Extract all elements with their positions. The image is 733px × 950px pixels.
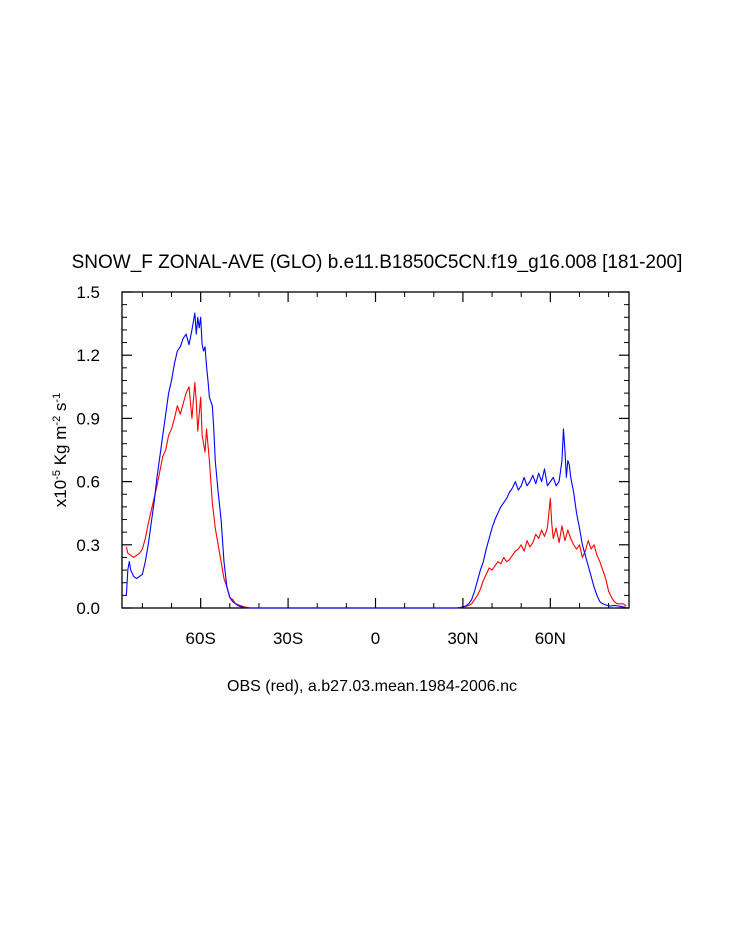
x-tick-label: 30N xyxy=(447,629,478,648)
x-tick-label: 30S xyxy=(273,629,303,648)
x-axis-label: OBS (red), a.b27.03.mean.1984-2006.nc xyxy=(227,678,517,695)
plot-area: 60S 30S 0 30N 60N 0.0 0.3 0.6 0.9 1.2 1.5 xyxy=(76,283,630,648)
y-tick-label: 1.5 xyxy=(76,283,100,302)
y-label-exp: -5 xyxy=(51,470,63,480)
y-tick-label: 0.9 xyxy=(76,409,100,428)
y-tick-label: 1.2 xyxy=(76,346,100,365)
y-label-exp1: -2 xyxy=(51,416,63,426)
x-axis: 60S 30S 0 30N 60N xyxy=(186,292,566,648)
y-tick-label: 0.0 xyxy=(76,599,100,618)
y-axis: 0.0 0.3 0.6 0.9 1.2 1.5 xyxy=(76,283,629,618)
minor-ticks xyxy=(122,292,629,608)
x-tick-label: 60S xyxy=(186,629,216,648)
y-label-exp2: -1 xyxy=(51,393,63,403)
y-tick-label: 0.6 xyxy=(76,473,100,492)
x-tick-label: 60N xyxy=(535,629,566,648)
y-label-unit2: s xyxy=(51,403,70,416)
y-label-unit1: Kg m xyxy=(51,426,70,470)
series-obs-line xyxy=(125,382,627,609)
x-tick-label: 0 xyxy=(371,629,380,648)
y-axis-label: x10-5 Kg m-2 s-1 xyxy=(51,393,70,507)
y-tick-label: 0.3 xyxy=(76,536,100,555)
series-model-line xyxy=(125,312,627,609)
series-layer xyxy=(125,312,627,609)
plot-frame xyxy=(121,291,630,609)
chart-title: SNOW_F ZONAL-AVE (GLO) b.e11.B1850C5CN.f… xyxy=(72,252,683,273)
y-label-prefix: x10 xyxy=(51,480,70,507)
